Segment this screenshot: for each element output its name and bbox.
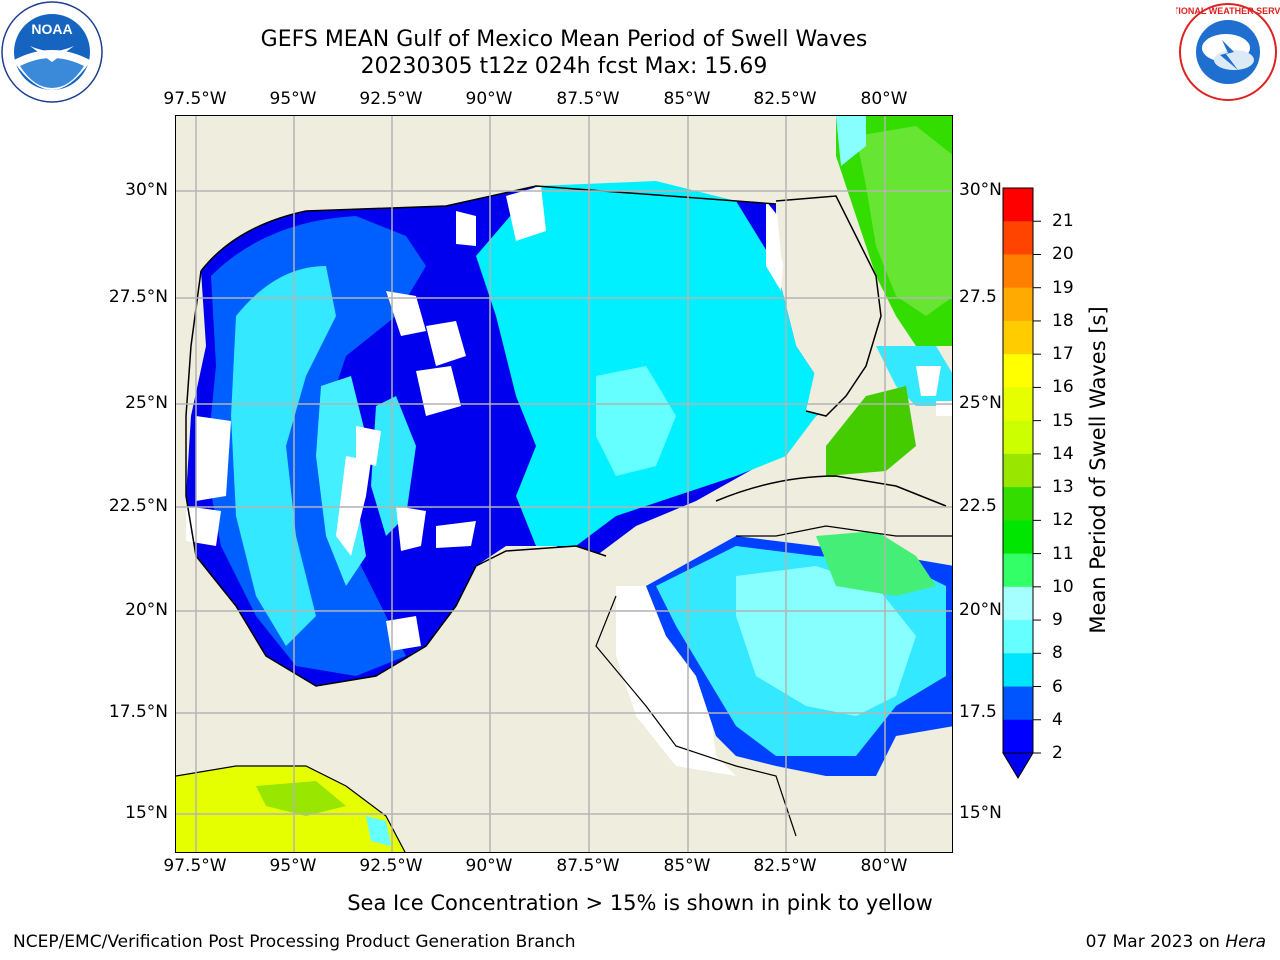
map-frame: [175, 115, 953, 853]
lat-tick-right: 20°N: [959, 600, 1002, 620]
colorbar-segment: [1003, 420, 1033, 455]
colorbar-segment: [1003, 553, 1033, 588]
swell-period-map: [176, 116, 952, 852]
colorbar-tick-label: 16: [1052, 377, 1074, 398]
colorbar-tick-label: 2: [1052, 743, 1063, 763]
lon-tick-bottom: 80°W: [860, 856, 908, 876]
colorbar-tick-label: 19: [1052, 277, 1074, 298]
colorbar-tick-label: 13: [1052, 477, 1074, 498]
colorbar: [1002, 187, 1041, 779]
colorbar-segment: [1003, 487, 1033, 521]
lat-tick-left: 20°N: [125, 600, 168, 620]
cuba-island: [716, 476, 952, 536]
colorbar-segment: [1003, 188, 1033, 222]
lat-tick-left: 17.5°N: [108, 702, 168, 722]
colorbar-tick-label: 14: [1052, 443, 1074, 464]
colorbar-segment: [1003, 686, 1033, 721]
lon-tick-bottom: 82.5°W: [753, 856, 817, 876]
footer-credit: NCEP/EMC/Verification Post Processing Pr…: [13, 932, 576, 952]
noaa-logo-text: NOAA: [31, 21, 72, 37]
lon-tick-top: 92.5°W: [359, 89, 423, 109]
colorbar-segment: [1003, 586, 1033, 621]
lat-tick-left: 30°N: [125, 180, 168, 200]
lon-tick-bottom: 90°W: [465, 856, 513, 876]
lon-tick-bottom: 85°W: [663, 856, 711, 876]
florida-peninsula: [776, 196, 881, 416]
lon-tick-top: 82.5°W: [753, 89, 817, 109]
colorbar-tick-label: 21: [1052, 211, 1074, 232]
footer-machine-name: Hera: [1225, 932, 1266, 952]
colorbar-segment: [1003, 719, 1033, 754]
nws-logo-text: NATIONAL WEATHER SERVICE: [1176, 6, 1280, 16]
colorbar-extend-arrow: [1002, 752, 1034, 779]
nws-logo: NATIONAL WEATHER SERVICE: [1176, 3, 1280, 101]
lon-tick-bottom: 95°W: [269, 856, 317, 876]
lon-tick-bottom: 92.5°W: [359, 856, 423, 876]
lat-tick-left: 15°N: [125, 803, 168, 823]
colorbar-tick-label: 17: [1052, 344, 1074, 365]
lat-tick-right: 22.5: [959, 496, 997, 516]
map-gridlines: [176, 116, 952, 852]
gulf-cyan-region: [476, 181, 836, 546]
colorbar-segment: [1003, 620, 1033, 654]
colorbar-segment: [1003, 287, 1033, 322]
colorbar-tick-label: 11: [1052, 543, 1074, 564]
lon-tick-top: 80°W: [860, 89, 908, 109]
lat-tick-right: 17.5: [959, 702, 997, 722]
lon-tick-bottom: 87.5°W: [556, 856, 620, 876]
lat-tick-right: 15°N: [959, 803, 1002, 823]
colorbar-segment: [1003, 221, 1033, 255]
sea-ice-note-text: Sea Ice Concentration > 15% is shown in …: [347, 891, 933, 915]
colorbar-tick-label: 9: [1052, 610, 1063, 631]
colorbar-tick-label: 15: [1052, 410, 1074, 431]
lat-tick-right: 27.5: [959, 287, 997, 307]
colorbar-segment: [1003, 387, 1033, 422]
lat-tick-right: 30°N: [959, 180, 1002, 200]
lat-tick-left: 22.5°N: [108, 496, 168, 516]
colorbar-segment: [1003, 453, 1033, 488]
colorbar-title: Mean Period of Swell Waves [s]: [1086, 306, 1110, 634]
lon-tick-bottom: 97.5°W: [163, 856, 227, 876]
lon-tick-top: 85°W: [663, 89, 711, 109]
colorbar-tick-label: 12: [1052, 510, 1074, 531]
colorbar-tick-label: 18: [1052, 310, 1074, 331]
colorbar-segment: [1003, 653, 1033, 688]
lon-tick-top: 95°W: [269, 89, 317, 109]
lat-tick-left: 25°N: [125, 393, 168, 413]
colorbar-segment: [1003, 254, 1033, 289]
colorbar-tick-label: 6: [1052, 676, 1063, 697]
sea-ice-note: Sea Ice Concentration > 15% is shown in …: [0, 891, 1280, 915]
colorbar-tick-label: 10: [1052, 576, 1074, 597]
lat-tick-left: 27.5°N: [108, 287, 168, 307]
colorbar-tick-label: 4: [1052, 709, 1063, 730]
colorbar-segment: [1003, 520, 1033, 555]
noaa-logo: NOAA: [1, 1, 103, 103]
colorbar-segment: [1003, 354, 1033, 388]
colorbar-tick-label: 20: [1052, 244, 1074, 265]
footer-date-text: 07 Mar 2023 on: [1085, 932, 1226, 952]
colorbar-outline: [1002, 187, 1034, 754]
lon-tick-top: 87.5°W: [556, 89, 620, 109]
chart-subtitle: 20230305 t12z 024h fcst Max: 15.69: [360, 54, 768, 79]
chart-title: GEFS MEAN Gulf of Mexico Mean Period of …: [260, 27, 868, 52]
lon-tick-top: 97.5°W: [163, 89, 227, 109]
lat-tick-right: 25°N: [959, 393, 1002, 413]
footer-date: 07 Mar 2023 on Hera: [1086, 932, 1266, 952]
colorbar-tick-label: 8: [1052, 643, 1063, 664]
colorbar-segment: [1003, 320, 1033, 355]
lon-tick-top: 90°W: [465, 89, 513, 109]
